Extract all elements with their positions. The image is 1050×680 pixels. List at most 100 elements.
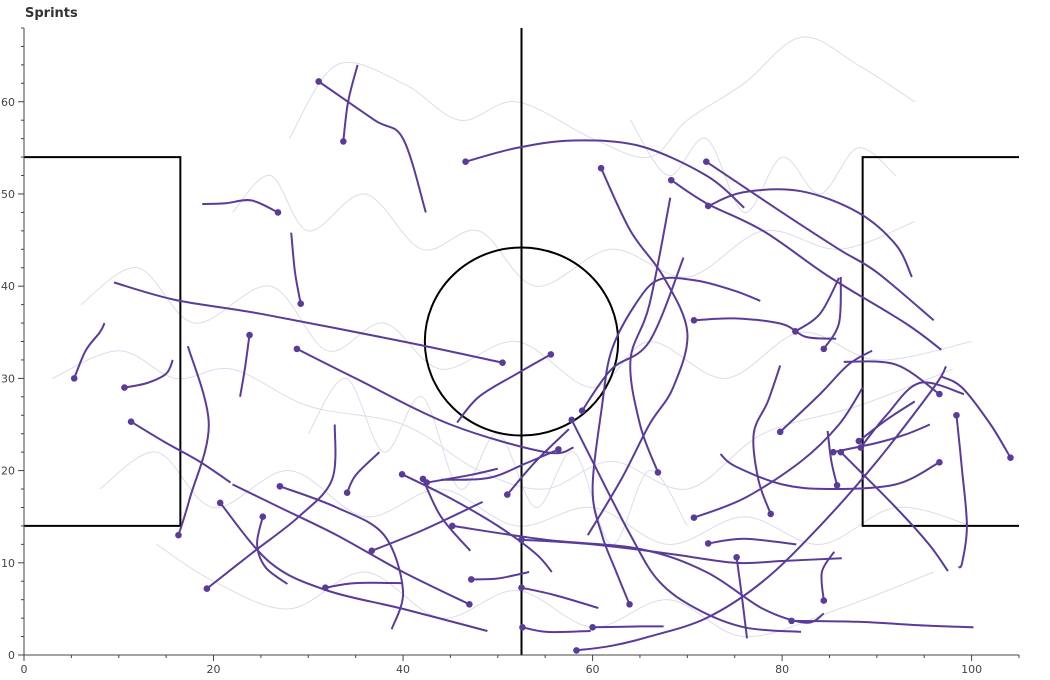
sprint-line	[940, 375, 1012, 459]
sprint-start-marker	[203, 585, 211, 592]
sprint-line	[296, 348, 574, 455]
sprint-line	[471, 571, 530, 581]
sprint	[290, 232, 305, 307]
sprint	[113, 281, 506, 367]
background-track	[156, 543, 934, 638]
sprint	[690, 316, 837, 340]
sprint-line	[570, 419, 802, 633]
sprint-start-marker	[568, 416, 576, 424]
sprint-start-marker	[216, 499, 224, 507]
sprint-line	[342, 64, 359, 142]
sprint-line	[290, 232, 302, 304]
sprint-start-marker	[368, 547, 376, 555]
sprint-start-marker	[499, 359, 506, 367]
sprint-line	[576, 365, 947, 652]
sprint-start-marker	[767, 510, 775, 518]
sprint-start-marker	[315, 78, 323, 85]
x-tick-label: 60	[586, 663, 600, 676]
centre-circle	[423, 246, 620, 437]
sprint	[940, 375, 1014, 461]
sprint-start-marker	[597, 164, 605, 172]
sprint	[462, 139, 745, 209]
sprint-start-marker	[519, 624, 526, 631]
sprint-line	[239, 334, 251, 397]
sprint	[398, 470, 553, 573]
sprint	[586, 164, 689, 536]
sprint-line	[318, 80, 427, 213]
sprint-start-marker	[589, 624, 596, 631]
sprint-start-marker	[449, 522, 456, 530]
sprint	[518, 536, 842, 565]
sprint-start-marker	[837, 448, 845, 456]
sprint	[70, 322, 106, 382]
sprint	[843, 360, 943, 398]
sprint	[202, 199, 282, 216]
sprint	[368, 500, 484, 555]
sprint-line	[279, 485, 405, 630]
sprint-line	[859, 381, 965, 449]
sprint-line	[426, 467, 499, 484]
sprint	[820, 551, 836, 604]
sprint-line	[843, 360, 940, 395]
sprint	[837, 448, 949, 572]
sprint-start-marker	[555, 446, 562, 453]
background-track	[99, 451, 972, 545]
right-penalty-box	[861, 156, 1019, 527]
sprint-line	[693, 387, 864, 519]
background-track	[288, 36, 916, 159]
sprint	[733, 553, 748, 639]
sprint	[690, 387, 864, 521]
sprint-line	[779, 349, 873, 433]
x-tick-label: 100	[961, 663, 982, 676]
sprint	[702, 158, 935, 322]
sprint-start-marker	[953, 411, 960, 419]
sprint	[829, 423, 931, 456]
sprint-start-marker	[788, 617, 795, 625]
sprint-line	[586, 167, 689, 536]
sprint-line	[822, 276, 842, 350]
sprint-start-marker	[462, 158, 469, 165]
sprint	[256, 513, 289, 585]
left-penalty-box	[24, 156, 182, 527]
sprint-line	[256, 516, 289, 585]
sprint-start-marker	[423, 479, 431, 486]
sprint	[518, 584, 599, 609]
sprint	[573, 365, 947, 654]
x-tick-label: 20	[207, 663, 221, 676]
background-track	[52, 350, 953, 490]
sprint-start-marker	[702, 158, 710, 165]
sprint-line	[73, 322, 106, 379]
sprint-start-marker	[690, 316, 698, 324]
sprint-start-marker	[578, 407, 586, 414]
sprint	[175, 345, 210, 539]
sprint-start-marker	[654, 469, 662, 476]
sprint-start-marker	[343, 489, 351, 497]
sprint-start-marker	[466, 600, 473, 608]
sprint	[315, 78, 427, 213]
sprint-start-marker	[259, 513, 267, 520]
sprint-line	[232, 483, 470, 606]
sprint-line	[670, 179, 942, 351]
sprint-start-marker	[121, 384, 128, 391]
chart-title: Sprints	[25, 6, 78, 21]
sprint-start-marker	[274, 209, 282, 216]
sprint-start-marker	[829, 448, 837, 456]
sprint-line	[452, 524, 825, 624]
sprint-start-marker	[704, 202, 712, 210]
sprint-start-marker	[293, 345, 301, 353]
sprint-start-marker	[518, 584, 525, 591]
sprint	[423, 467, 499, 486]
sprint-line	[833, 423, 931, 454]
sprint-start-marker	[276, 482, 284, 490]
background-track	[630, 119, 897, 213]
sprint	[239, 331, 253, 397]
y-tick-label: 10	[1, 557, 15, 570]
sprint	[127, 418, 232, 484]
sprint	[568, 416, 802, 633]
y-tick-label: 0	[8, 649, 15, 662]
y-tick-label: 40	[1, 280, 15, 293]
sprint-line	[693, 317, 837, 340]
sprint-line	[707, 188, 913, 278]
sprint-start-marker	[322, 584, 329, 591]
sprint-start-marker	[776, 428, 784, 436]
